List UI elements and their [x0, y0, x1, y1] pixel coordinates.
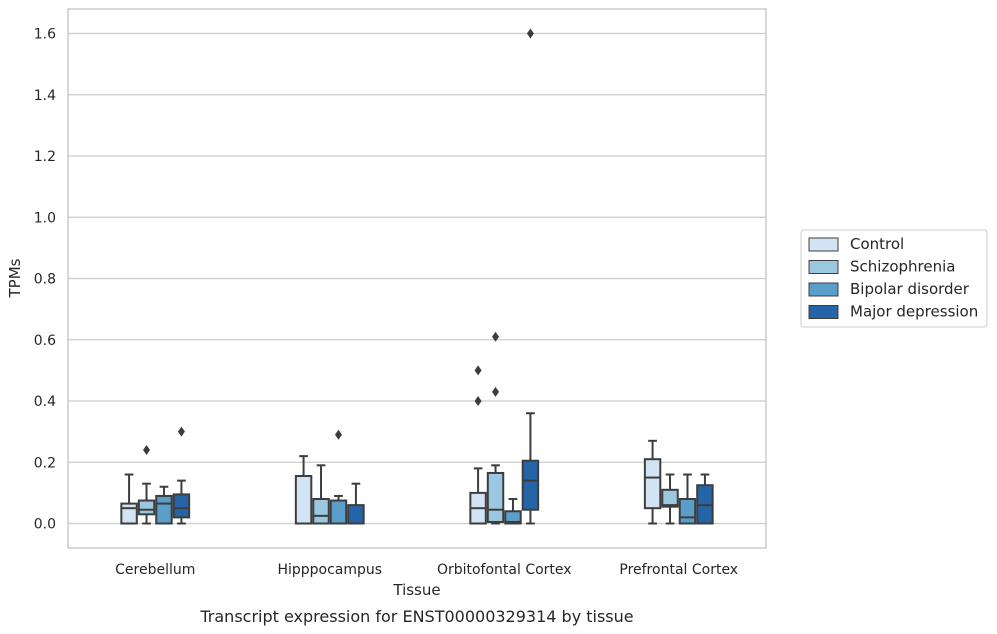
- box-group: [120, 426, 191, 525]
- y-tick-label: 0.2: [34, 455, 56, 471]
- y-tick-label: 0.6: [34, 333, 56, 349]
- legend-swatch: [808, 282, 839, 297]
- box: [155, 494, 173, 525]
- box-group: [643, 439, 714, 525]
- y-tick-label: 1.0: [34, 210, 56, 226]
- box: [504, 510, 522, 525]
- outlier-point: [492, 386, 500, 397]
- y-axis-label: TPMs: [6, 258, 24, 298]
- legend-swatch: [808, 237, 839, 252]
- x-tick-label: Hipppocampus: [277, 562, 382, 578]
- y-axis-ticks: 0.0 0.2 0.4 0.6 0.8 1.0 1.2 1.4 1.6: [34, 27, 56, 533]
- gridlines: [68, 32, 766, 525]
- box: [521, 459, 540, 511]
- plot-area-frame: [67, 8, 767, 549]
- legend-label: Major depression: [850, 303, 978, 321]
- legend-label: Schizophrenia: [850, 258, 955, 276]
- x-axis-ticks: Cerebellum Hipppocampus Orbitofontal Corte…: [115, 562, 738, 578]
- box: [120, 502, 138, 525]
- box: [486, 471, 505, 523]
- box-groups: [120, 28, 714, 525]
- legend-item: Major depression: [808, 303, 978, 321]
- outlier-point: [492, 331, 500, 342]
- legend-frame: [800, 229, 988, 328]
- box: [294, 475, 313, 525]
- outlier-point: [526, 28, 534, 39]
- y-tick-label: 1.4: [34, 88, 56, 104]
- legend-label: Control: [850, 235, 904, 253]
- y-tick-label: 0.8: [34, 272, 56, 288]
- y-tick-label: 1.2: [34, 149, 56, 165]
- x-tick-label: Prefrontal Cortex: [619, 562, 738, 578]
- box: [137, 499, 156, 516]
- legend-label: Bipolar disorder: [850, 280, 970, 298]
- legend-swatch: [808, 260, 839, 274]
- box: [172, 493, 191, 519]
- box: [678, 498, 697, 525]
- legend-item: Bipolar disorder: [808, 280, 970, 298]
- outlier-point: [143, 445, 151, 455]
- box-group: [469, 28, 540, 525]
- box: [661, 488, 679, 508]
- chart-caption: Transcript expression for ENST0000032931…: [199, 607, 633, 626]
- legend-item: Control: [808, 235, 904, 253]
- outlier-point: [177, 426, 185, 437]
- box: [643, 458, 662, 510]
- box: [329, 499, 348, 525]
- y-tick-label: 0.4: [34, 394, 56, 410]
- legend-item: Schizophrenia: [808, 258, 955, 276]
- x-tick-label: Orbitofontal Cortex: [437, 562, 572, 578]
- outlier-point: [474, 396, 482, 406]
- outlier-point: [474, 365, 482, 376]
- box: [347, 504, 365, 525]
- legend-swatch: [808, 305, 839, 319]
- x-axis-label: Tissue: [392, 581, 440, 599]
- legend: Control Schizophrenia Bipolar disorder Majo…: [800, 229, 988, 328]
- y-tick-label: 1.6: [34, 27, 56, 43]
- outlier-point: [334, 429, 342, 440]
- box-group: [294, 429, 365, 525]
- box: [312, 498, 330, 525]
- y-tick-label: 0.0: [34, 517, 56, 533]
- x-tick-label: Cerebellum: [115, 562, 195, 578]
